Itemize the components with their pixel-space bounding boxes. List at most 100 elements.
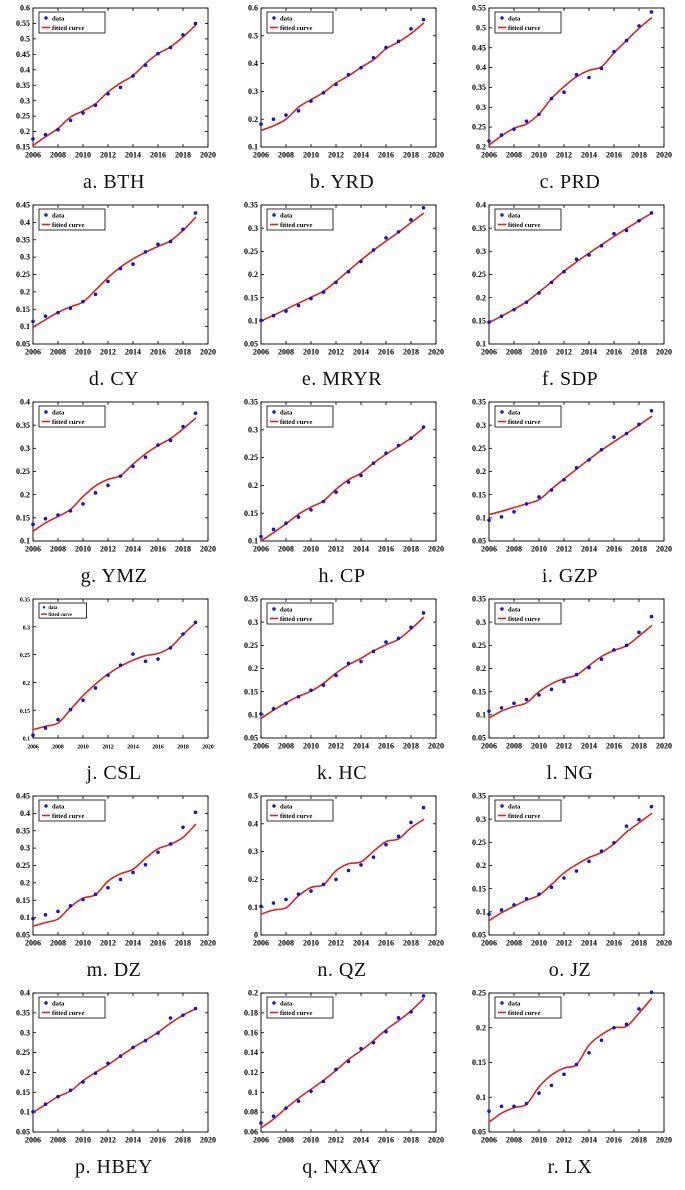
- x-tick-label: 2012: [100, 545, 116, 554]
- data-point: [296, 1099, 301, 1104]
- data-point: [359, 863, 363, 867]
- fitted-curve-line: [32, 216, 197, 329]
- x-tick-label: 2008: [278, 1136, 294, 1145]
- y-tick-label: 0.35: [16, 1008, 30, 1017]
- legend-box: [266, 11, 334, 34]
- x-tick-label: 2020: [202, 745, 214, 751]
- data-point: [421, 994, 426, 998]
- subplot-caption: a. BTH: [83, 171, 145, 193]
- x-tick-label: 2006: [25, 151, 41, 160]
- data-point: [334, 1067, 338, 1072]
- subplot-caption: e. MRYR: [301, 368, 383, 390]
- y-tick-label: 0.25: [16, 861, 30, 870]
- legend-box: [38, 602, 87, 619]
- fitted-curve-line: [32, 622, 197, 731]
- data-point: [31, 916, 35, 921]
- y-tick-label: 0.35: [20, 598, 30, 604]
- data-point: [346, 72, 351, 77]
- data-point: [31, 137, 35, 141]
- y-tick-label: 0.15: [20, 709, 30, 715]
- x-tick-label: 2008: [278, 151, 294, 160]
- y-tick-label: 0.25: [16, 467, 30, 476]
- data-point: [321, 1079, 326, 1084]
- legend: data fitted curve: [266, 208, 334, 231]
- y-tick-label: 0.35: [16, 826, 30, 835]
- x-tick-label: 2016: [378, 348, 394, 357]
- legend-data-label: data: [280, 409, 293, 416]
- y-tick-label: 0.35: [472, 398, 486, 407]
- data-point: [587, 665, 591, 670]
- y-tick-label: 0.3: [476, 103, 486, 112]
- data-point: [168, 1016, 173, 1020]
- data-point: [574, 465, 579, 470]
- subplot-caption: j. CSL: [86, 762, 142, 784]
- x-tick-label: 2012: [102, 745, 114, 751]
- y-tick-label: 0.1: [248, 903, 258, 912]
- data-point: [118, 85, 123, 90]
- x-tick-label: 2012: [556, 151, 572, 160]
- x-tick-label: 2006: [253, 348, 269, 357]
- data-point: [499, 314, 504, 318]
- data-point: [359, 65, 363, 70]
- data-point: [549, 1083, 554, 1088]
- y-tick-label: 0.55: [16, 19, 30, 28]
- data-point: [637, 630, 641, 635]
- x-tick-label: 2014: [353, 545, 369, 554]
- data-point: [309, 296, 313, 301]
- data-point: [106, 673, 110, 677]
- legend: data fitted curve: [38, 799, 106, 822]
- data-point: [359, 473, 363, 478]
- legend: data fitted curve: [494, 996, 562, 1019]
- y-tick-label: 0.16: [244, 1028, 258, 1037]
- y-tick-label: 0.4: [476, 63, 486, 72]
- data-point: [562, 679, 566, 684]
- subplot-caption: b. YRD: [309, 171, 375, 193]
- data-point: [524, 697, 529, 702]
- x-tick-label: 2014: [353, 1136, 369, 1145]
- subplot-caption: g. YMZ: [80, 565, 148, 587]
- x-tick-label: 2018: [403, 151, 419, 160]
- data-point: [487, 518, 491, 522]
- data-point: [168, 239, 173, 244]
- legend-fit-label: fitted curve: [52, 222, 84, 229]
- x-tick-label: 2018: [631, 348, 647, 357]
- data-point: [156, 1031, 160, 1035]
- x-tick-label: 2020: [428, 1136, 444, 1145]
- legend-box: [38, 799, 106, 822]
- legend: data fitted curve: [266, 405, 334, 428]
- data-point: [649, 804, 654, 809]
- subplot-h: 2006 2008 2010 2012 2014 2016 2018 2020 0.1 0.15 0…: [228, 396, 456, 593]
- data-point: [43, 1102, 48, 1106]
- x-tick-label: 2020: [656, 348, 672, 357]
- legend-fit-label: fitted curve: [508, 25, 540, 32]
- data-point: [524, 300, 529, 305]
- x-tick-label: 2006: [253, 545, 269, 554]
- y-tick-label: 0.45: [16, 792, 30, 801]
- data-point: [131, 870, 135, 875]
- subplot-caption: m. DZ: [86, 959, 142, 981]
- legend-box: [266, 208, 334, 231]
- data-point: [624, 824, 629, 828]
- y-tick-label: 0.35: [16, 235, 30, 244]
- x-tick-label: 2008: [50, 348, 66, 357]
- x-tick-label: 2008: [506, 348, 522, 357]
- x-tick-label: 2012: [100, 151, 116, 160]
- y-tick-label: 0.2: [248, 115, 258, 124]
- data-point: [512, 1104, 516, 1109]
- y-tick-label: 0.5: [20, 34, 30, 43]
- x-tick-label: 2012: [556, 348, 572, 357]
- data-point: [284, 897, 288, 902]
- data-point: [574, 1062, 579, 1067]
- subplot-caption: k. HC: [316, 762, 368, 784]
- y-tick-label: 0.25: [244, 247, 258, 256]
- data-point: [56, 1094, 60, 1099]
- y-tick-label: 0.15: [472, 316, 486, 325]
- y-tick-label: 0.08: [244, 1108, 258, 1117]
- legend-data-marker-icon: [44, 213, 48, 217]
- x-tick-label: 2014: [125, 151, 141, 160]
- chart-canvas: 2006 2008 2010 2012 2014 2016 2018 2020 0.05 0.1 0…: [472, 792, 672, 948]
- legend-box: [266, 405, 334, 428]
- y-tick-label: 0.1: [248, 143, 258, 152]
- data-point: [118, 663, 123, 667]
- data-point: [296, 892, 301, 896]
